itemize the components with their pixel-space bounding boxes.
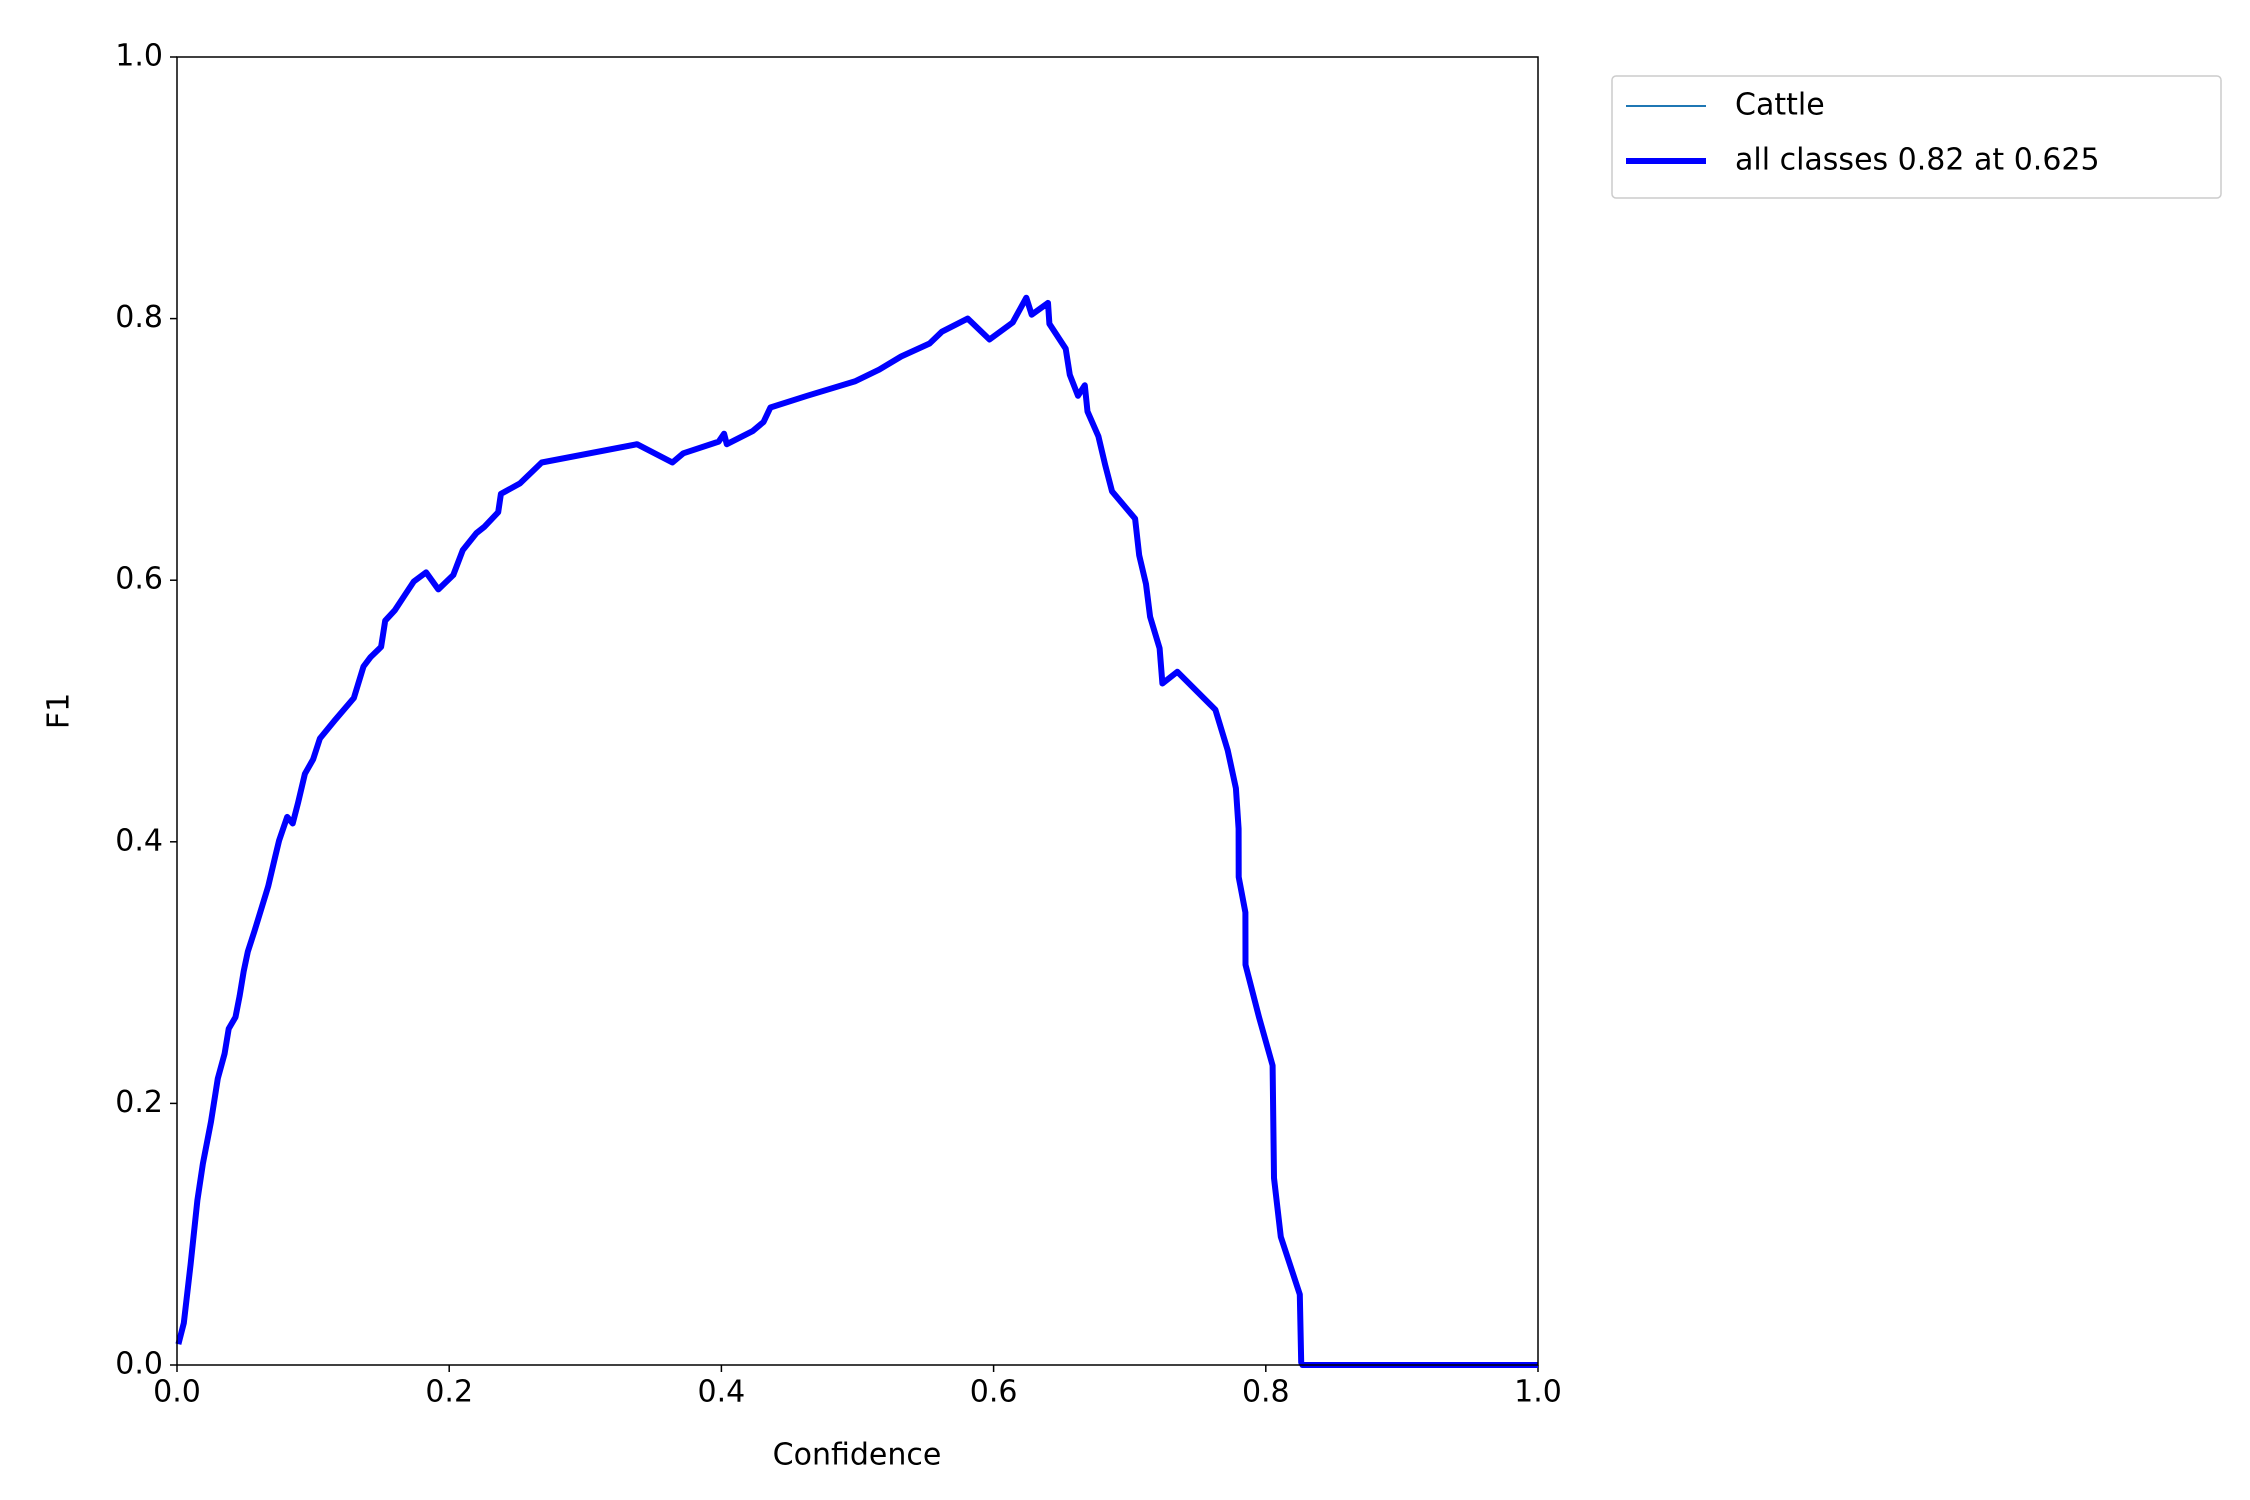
x-tick-label: 0.4: [698, 1375, 746, 1410]
plot-frame: [176, 56, 1539, 1366]
x-tick-label: 0.6: [970, 1375, 1018, 1410]
line-series: [175, 294, 1538, 1368]
y-tick-label: 0.8: [115, 300, 163, 335]
x-tick-label: 0.8: [1242, 1375, 1290, 1410]
x-tick-label: 0.0: [153, 1375, 201, 1410]
x-tick-label: 1.0: [1514, 1375, 1562, 1410]
y-tick-label: 0.0: [115, 1347, 163, 1382]
x-axis-label: Confidence: [773, 1438, 942, 1473]
legend-label: all classes 0.82 at 0.625: [1735, 143, 2100, 178]
legend-label: Cattle: [1735, 88, 1825, 123]
y-axis-label: F1: [42, 693, 77, 729]
y-tick-label: 1.0: [115, 39, 163, 74]
y-tick-label: 0.6: [115, 562, 163, 597]
y-tick-label: 0.2: [115, 1085, 163, 1120]
x-tick-label: 0.2: [425, 1375, 473, 1410]
legend-box: [1611, 75, 2222, 199]
y-tick-label: 0.4: [115, 823, 163, 858]
